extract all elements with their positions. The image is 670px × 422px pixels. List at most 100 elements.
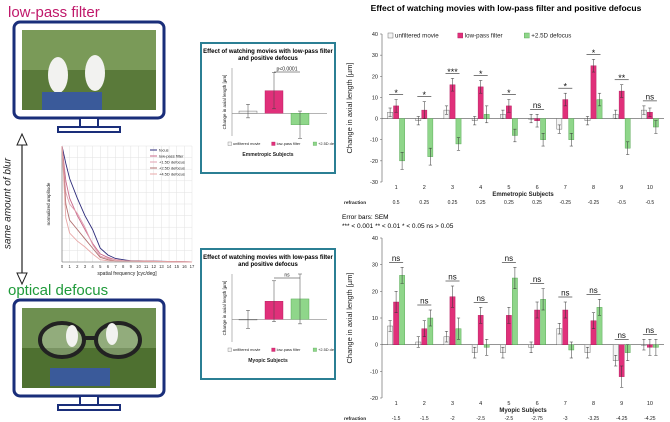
y-axis-label: Change in axial length [µm] <box>222 281 227 336</box>
y-tick-label: 0 <box>375 343 378 349</box>
category-label: 7 <box>564 185 567 191</box>
monitor-illustrations <box>12 20 166 411</box>
x-tick-label: 12 <box>151 264 156 269</box>
x-tick-label: 5 <box>99 264 102 269</box>
refraction-value: 0.25 <box>504 200 514 206</box>
category-label: 1 <box>395 185 398 191</box>
cockatoo-right <box>85 55 105 91</box>
glasses-right-lens <box>94 321 142 359</box>
legend-entry: +2.5D defocus <box>159 166 185 171</box>
refraction-value: -1.5 <box>420 416 429 422</box>
legend-entry: low-pass filter <box>465 33 503 40</box>
y-tick-label: -20 <box>370 396 378 402</box>
bar <box>399 275 405 345</box>
significance-label: ns <box>448 273 456 282</box>
x-tick-label: 6 <box>107 264 110 269</box>
category-label: 5 <box>507 401 510 407</box>
y-axis-label: Change in axial length [µm] <box>345 62 354 153</box>
significance-label: * <box>507 88 511 98</box>
category-label: 9 <box>620 401 623 407</box>
y-tick-label: 30 <box>372 53 378 59</box>
category-label: 6 <box>536 401 539 407</box>
category-label: 8 <box>592 401 595 407</box>
refraction-value: -2.5 <box>476 416 485 422</box>
significance-label: ns <box>561 289 569 298</box>
y-tick-label: 10 <box>372 316 378 322</box>
significance-label: ns <box>284 273 290 279</box>
y-tick-label: 40 <box>372 236 378 242</box>
error-bars-note: Error bars: SEM <box>342 214 389 221</box>
significance-label: ns <box>646 92 654 101</box>
legend-entry: focus <box>159 148 169 153</box>
refraction-value: -2.5 <box>505 416 514 422</box>
y-tick-label: 30 <box>372 263 378 269</box>
emmetropic-individual-chart: -30 -20 -10 0 10 20 30 40 Change in axial length… <box>344 32 664 206</box>
low-pass-heading: low-pass filter <box>8 4 100 21</box>
significance-label: * <box>592 48 596 58</box>
significance-key: *** < 0.001 ** < 0.01 * < 0.05 ns > 0.05 <box>342 223 454 230</box>
x-tick-label: 2 <box>76 264 79 269</box>
significance-label: p<0.0001 <box>277 67 298 73</box>
refraction-value: -0.5 <box>646 200 655 206</box>
legend-entry: unfiltered movie <box>395 33 439 40</box>
series-line-4 <box>61 145 193 263</box>
x-tick-label: 13 <box>159 264 164 269</box>
y-axis-label: Change in axial length [µm] <box>222 75 227 130</box>
refraction-value: -2.75 <box>531 416 543 422</box>
y-axis-label: Change in axial length [µm] <box>345 272 354 363</box>
emmetropic-summary-box: Effect of watching movies with low-pass … <box>200 42 336 174</box>
legend-swatch <box>312 141 317 146</box>
significance-label: ns <box>420 297 428 306</box>
emmetropic-summary-title: Effect of watching movies with low-pass … <box>203 49 333 62</box>
legend-entry: +2.5D defocus <box>318 141 334 146</box>
refraction-label: refraction <box>344 200 366 206</box>
significance-label: ns <box>533 101 541 110</box>
refraction-value: -3 <box>563 416 568 422</box>
category-label: 2 <box>423 401 426 407</box>
x-tick-label: 10 <box>136 264 141 269</box>
category-label: 5 <box>507 185 510 191</box>
myopic-individual-chart: -20 -10 0 10 20 30 40 Change in axial length [µ… <box>344 236 664 422</box>
legend-swatch <box>227 141 232 146</box>
x-tick-label: 4 <box>91 264 94 269</box>
refraction-value: -1.5 <box>392 416 401 422</box>
legend-entry: +1.5D defocus <box>159 160 185 165</box>
significance-label: ** <box>618 73 626 83</box>
same-blur-label: same amount of blur <box>2 157 14 250</box>
myopic-summary-box: Effect of watching movies with low-pass … <box>200 248 336 380</box>
significance-label: ns <box>617 331 625 340</box>
legend-swatch <box>227 347 232 352</box>
y-tick-label: -30 <box>370 180 378 186</box>
y-tick-label: 20 <box>372 74 378 80</box>
legend-swatch <box>271 141 276 146</box>
x-tick-label: 0 <box>61 264 64 269</box>
bar <box>590 65 597 119</box>
emmetropic-summary-chart: Change in axial length [µm] p<0.0001 unfil… <box>222 67 334 159</box>
category-label: 7 <box>564 401 567 407</box>
refraction-value: -0.5 <box>617 200 626 206</box>
legend-entry: low-pass filter <box>277 141 301 146</box>
y-tick-label: -20 <box>370 159 378 165</box>
refraction-value: 0.25 <box>476 200 486 206</box>
x-tick-label: 3 <box>84 264 87 269</box>
legend-swatch <box>524 32 530 39</box>
significance-label: ns <box>392 254 400 263</box>
refraction-value: 0.25 <box>532 200 542 206</box>
refraction-value: 0.25 <box>419 200 429 206</box>
refraction-value: -4.25 <box>616 416 628 422</box>
significance-label: * <box>564 82 568 92</box>
category-label: 2 <box>423 185 426 191</box>
category-label: 9 <box>620 185 623 191</box>
y-tick-label: 20 <box>372 289 378 295</box>
legend-entry: +2.5D defocus <box>318 347 334 352</box>
x-tick-label: 16 <box>182 264 187 269</box>
legend-entry: unfiltered movie <box>233 141 260 146</box>
x-tick-label: 7 <box>114 264 117 269</box>
chart-subtitle: Emmetropic Subjects <box>242 152 293 158</box>
significance-label: ns <box>505 254 513 263</box>
chart-subtitle: Myopic Subjects <box>248 358 288 364</box>
y-axis-label: normalized amplitude <box>46 182 51 225</box>
legend-swatch <box>312 347 317 352</box>
significance-label: ns <box>533 275 541 284</box>
